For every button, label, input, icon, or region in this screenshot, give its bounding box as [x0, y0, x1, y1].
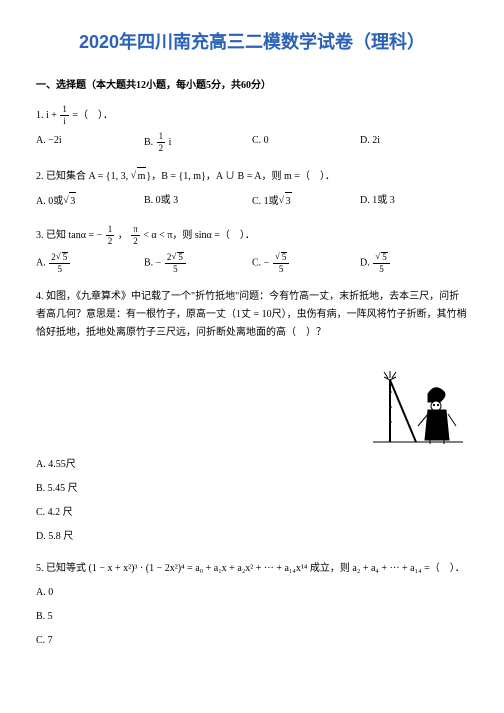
q2-sqrt-m: m — [137, 167, 147, 186]
q2-opt-c: C. 1或 3 — [252, 192, 360, 211]
q2-opt-d: D. 1或 3 — [360, 192, 468, 211]
q2-c-sqrt: 3 — [285, 192, 292, 211]
q3-stem-c: < α < π，则 sinα =（ ）． — [143, 230, 255, 241]
q3-d-lab: D. — [360, 257, 372, 268]
q3-a-lab: A. — [36, 257, 48, 268]
q3-number: 3. — [36, 230, 44, 241]
q2-stem-a: 已知集合 A = {1, 3, — [46, 171, 131, 182]
q3-a-r: 5 — [62, 252, 69, 262]
q5-opt-c: C. 7 — [36, 632, 468, 650]
page-title: 2020年四川南充高三二模数学试卷（理科） — [36, 28, 468, 54]
q2-opt-a: A. 0或 3 — [36, 192, 144, 211]
q5-opt-a: A. 0 — [36, 584, 468, 602]
q2-opt-b: B. 0或 3 — [144, 192, 252, 211]
q4-opt-d: D. 5.8 尺 — [36, 528, 468, 546]
q2-c-prefix: C. 1或 — [252, 196, 279, 207]
q1-frac-den: i — [61, 116, 68, 126]
q2-stem-b: }，B = {1, m}，A ∪ B = A，则 m =（ ）． — [146, 171, 335, 182]
section-header-1: 一、选择题（本大题共12小题，每小题5分，共60分） — [36, 76, 468, 91]
q2-number: 2. — [36, 171, 44, 182]
q3-f1d: 2 — [106, 236, 115, 246]
bamboo-figure — [368, 352, 468, 450]
q3-f1n: 1 — [106, 225, 115, 236]
q1-opt-d: D. 2i — [360, 132, 468, 153]
q3-stem-a: 已知 tanα = − — [46, 230, 105, 241]
q3-a-d: 5 — [55, 264, 64, 274]
question-2: 2. 已知集合 A = {1, 3, m}，B = {1, m}，A ∪ B =… — [36, 167, 468, 211]
q3-f2n: π — [131, 225, 140, 236]
q4-stem: 如图，《九章算术》中记载了一个"折竹抵地"问题：今有竹高一丈，末折抵地，去本三尺… — [36, 291, 467, 338]
q1-number: 1. — [36, 110, 44, 121]
q5-stem: 已知等式 (1 − x + x²)³ · (1 − 2x²)⁴ = a₀ + a… — [46, 563, 465, 574]
q1-b-suffix: i — [169, 137, 172, 148]
q1-stem-b: =（ ）． — [72, 110, 113, 121]
q3-opt-d: D. 5 5 — [360, 252, 468, 274]
question-4: 4. 如图，《九章算术》中记载了一个"折竹抵地"问题：今有竹高一丈，末折抵地，去… — [36, 288, 468, 546]
q1-opt-c: C. 0 — [252, 132, 360, 153]
q3-stem-b: ， — [118, 230, 128, 241]
q3-b-d: 5 — [171, 264, 180, 274]
question-3: 3. 已知 tanα = − 1 2 ， π 2 < α < π，则 sinα … — [36, 225, 468, 274]
q3-opt-b: B. − 25 5 — [144, 252, 252, 274]
q1-stem-a: i + — [46, 110, 59, 121]
q5-opt-b: B. 5 — [36, 608, 468, 626]
q1-b-frac-n: 1 — [157, 132, 166, 143]
q3-d-r: 5 — [381, 252, 388, 262]
q2-a-prefix: A. 0或 — [36, 196, 63, 207]
q3-c-r: 5 — [281, 252, 288, 262]
question-1: 1. i + 1 i =（ ）． A. −2i B. 1 2 i C. 0 D.… — [36, 105, 468, 153]
q3-b-r: 5 — [177, 252, 184, 262]
q4-number: 4. — [36, 291, 44, 302]
q1-b-frac-d: 2 — [157, 143, 166, 153]
q1-opt-a: A. −2i — [36, 132, 144, 153]
q3-b-lab: B. − — [144, 257, 164, 268]
q3-opt-c: C. − 5 5 — [252, 252, 360, 274]
q4-opt-c: C. 4.2 尺 — [36, 504, 468, 522]
q3-d-d: 5 — [377, 264, 386, 274]
q4-opt-b: B. 5.45 尺 — [36, 480, 468, 498]
q3-opt-a: A. 25 5 — [36, 252, 144, 274]
q2-a-sqrt: 3 — [69, 192, 76, 211]
q3-c-lab: C. − — [252, 257, 272, 268]
q3-f2d: 2 — [131, 236, 140, 246]
q1-opt-b: B. 1 2 i — [144, 132, 252, 153]
q4-opt-a: A. 4.55尺 — [36, 456, 468, 474]
q1-b-prefix: B. — [144, 137, 156, 148]
question-5: 5. 已知等式 (1 − x + x²)³ · (1 − 2x²)⁴ = a₀ … — [36, 560, 468, 650]
q5-number: 5. — [36, 563, 44, 574]
q3-c-d: 5 — [277, 264, 286, 274]
q1-frac-num: 1 — [60, 105, 69, 116]
